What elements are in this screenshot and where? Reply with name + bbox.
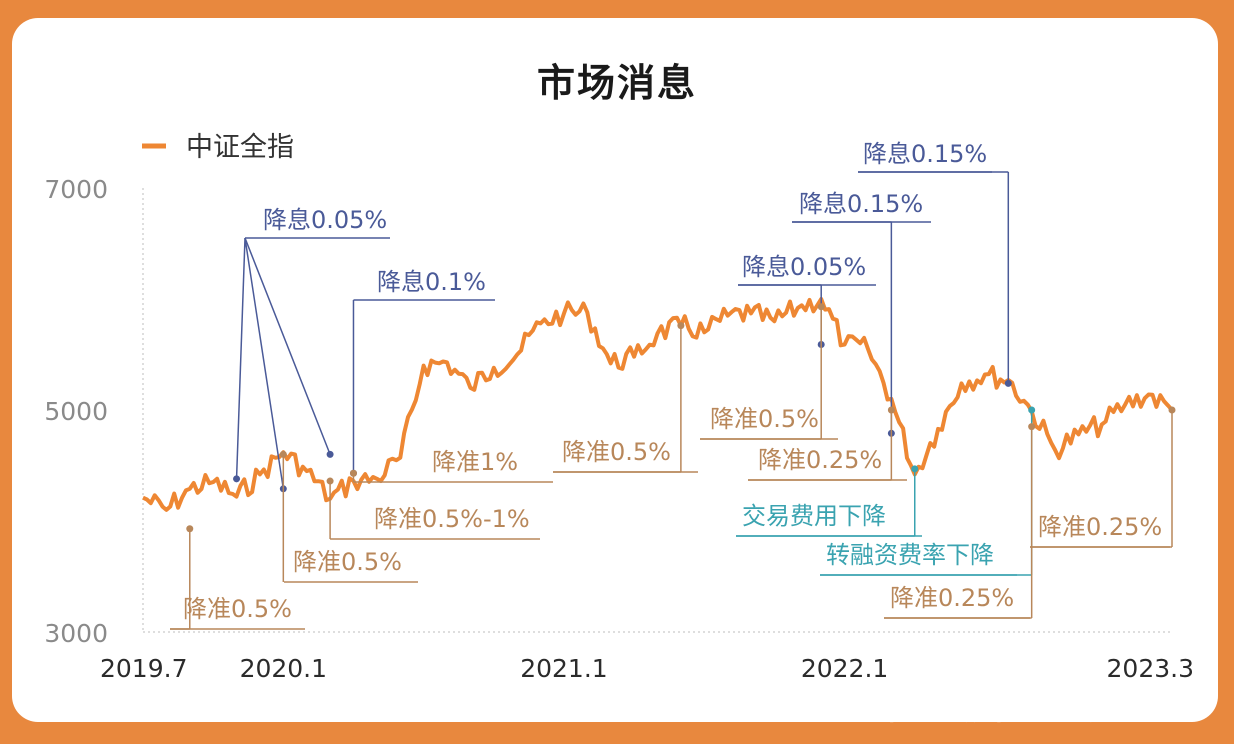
annotation-point (326, 450, 334, 458)
annotation-point (349, 469, 357, 477)
annotation-point (279, 450, 287, 458)
annotation-label: 降准1% (432, 448, 518, 476)
annotation-label: 降准0.5% (710, 405, 819, 433)
annotation-label: 降准0.5%-1% (374, 505, 530, 533)
chart-title-text: 市场消息 (536, 61, 697, 105)
x-tick-label: 2023.3 (1107, 654, 1194, 683)
annotation-point (326, 477, 334, 485)
annotation-label: 降准0.5% (562, 438, 671, 466)
annotation-label: 降准0.25% (758, 446, 882, 474)
y-tick-label: 3000 (44, 619, 108, 648)
annotation-point (1004, 379, 1012, 387)
annotation-label: 降准0.25% (1038, 513, 1162, 541)
annotation-point (1028, 406, 1036, 414)
annotation-label: 降准0.25% (890, 584, 1014, 612)
annotation-point (233, 475, 241, 483)
y-tick-label: 7000 (44, 175, 108, 204)
annotation-label: 降息0.05% (263, 206, 387, 234)
annotation-label: 降息0.15% (863, 140, 987, 168)
chart-title: 市场消息 (530, 52, 703, 107)
annotation-point (1168, 406, 1176, 414)
series-line-zzqz (142, 297, 1174, 512)
annotation-point (911, 465, 919, 473)
annotation-point (817, 303, 825, 311)
chart-card (12, 18, 1218, 722)
annotation-label: 降息0.15% (799, 190, 923, 218)
annotation-label: 降息0.1% (377, 268, 486, 296)
annotation-label: 降准0.5% (293, 548, 402, 576)
watermark-text: 雪球：银行螺丝钉 (868, 692, 1116, 727)
annotation-label: 转融资费率下降 (826, 541, 994, 569)
x-tick-label: 2019.7 (100, 654, 187, 683)
annotation-leader (244, 237, 331, 455)
x-tick-label: 2021.1 (520, 654, 607, 683)
annotation-label: 交易费用下降 (742, 502, 886, 530)
annotation-point (887, 406, 895, 414)
watermark: 雪球：银行螺丝钉 (868, 684, 1116, 728)
x-tick-label: 2022.1 (801, 654, 888, 683)
annotation-point (1028, 423, 1036, 431)
snowball-logo-icon (868, 684, 902, 718)
annotation-point (186, 525, 194, 533)
legend-label: 中证全指 (186, 132, 294, 163)
y-tick-label: 5000 (44, 397, 108, 426)
title-container: 市场消息 (0, 52, 1234, 107)
x-tick-label: 2020.1 (240, 654, 327, 683)
annotation-label: 降息0.05% (742, 253, 866, 281)
annotation-leader (244, 237, 285, 489)
annotation-point (677, 322, 685, 330)
annotation-label: 降准0.5% (183, 595, 292, 623)
annotation-leader (235, 237, 246, 479)
